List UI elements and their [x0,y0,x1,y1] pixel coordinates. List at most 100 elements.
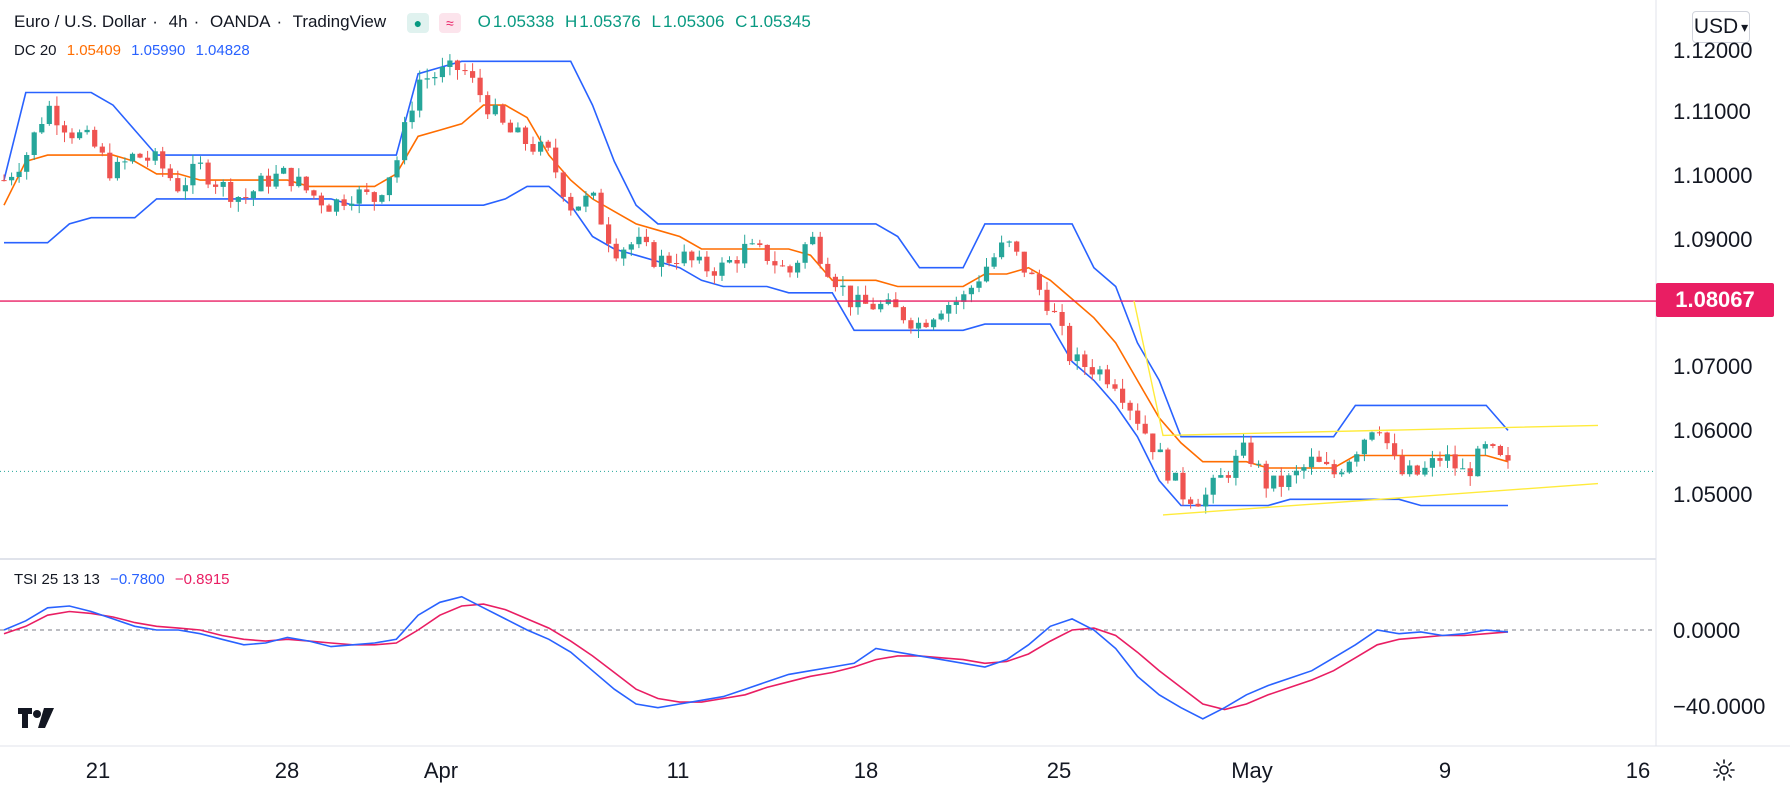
candle-down [764,244,770,261]
high-value: 1.05376 [579,12,641,31]
candle-up [946,305,952,314]
candle-up [658,255,665,267]
candle-down [530,144,536,152]
candle-up [538,141,544,152]
candle-up [515,127,521,133]
candle-down [213,184,219,187]
time-tick: 9 [1438,758,1452,783]
candle-down [1452,454,1458,469]
price-tick: 1.12000 [1673,38,1753,63]
symbol-name[interactable]: Euro / U.S. Dollar [14,12,147,31]
candle-up [719,262,725,276]
candle-up [681,251,687,264]
candle-down [704,256,710,272]
candle-down [500,105,506,123]
candle-up [1369,432,1375,440]
candle-down [69,132,75,139]
chart-legend: Euro / U.S. Dollar · 4h · OANDA · TradingVi… [14,12,817,33]
time-tick: Apr [423,758,459,783]
candle-down [341,199,347,206]
status-indicators: ● ≈ [406,12,467,33]
candle-up [1444,454,1451,461]
horizontal-line-price-badge: 1.08067 [1656,283,1774,317]
candle-up [1157,449,1163,453]
candle-up [492,105,498,115]
candle-up [878,303,884,310]
candle-up [394,160,400,178]
candle-down [1029,272,1035,275]
candle-up [333,199,340,212]
candle-down [847,285,854,308]
price-tick: 1.06000 [1673,418,1753,443]
settings-icon[interactable] [1712,758,1736,782]
candle-up [968,287,974,295]
candle-down [137,153,143,158]
candle-up [1346,461,1352,473]
candle-down [1120,388,1126,403]
candle-up [39,124,45,133]
candle-up [621,249,627,259]
candle-up [386,177,392,196]
candle-down [787,266,793,273]
low-label: L [651,12,661,31]
price-pane[interactable] [0,0,1656,558]
candle-up [281,167,287,174]
candle-up [1097,369,1103,375]
tsi-tick: 0.0000 [1673,618,1741,643]
separator: · [276,12,283,31]
candle-down [817,236,823,264]
candle-up [953,301,959,305]
candle-down [1392,443,1398,456]
candle-down [560,172,566,197]
candle-up [24,155,30,172]
tsi-legend[interactable]: TSI 25 13 13 −0.7800 −0.8915 [14,571,236,588]
candle-down [870,303,876,310]
candle-down [666,255,672,264]
candle-up [1074,354,1080,362]
candle-up [1407,465,1413,475]
tsi-signal-value: −0.8915 [174,571,230,588]
candle-up [1482,444,1488,449]
candle-down [1150,433,1156,453]
candle-up [726,260,733,263]
dc-middle-line [3,104,1509,469]
tsi-pane[interactable] [0,560,1656,746]
candle-down [507,122,513,133]
candle-up [742,243,748,264]
candle-down [1316,456,1322,462]
dc-legend[interactable]: DC 20 1.05409 1.05990 1.04828 [14,42,256,59]
candle-down [160,151,166,169]
candle-down [923,322,929,328]
candle-down [462,70,468,72]
candle-up [402,122,408,161]
price-tick: 1.11000 [1673,99,1751,124]
separator: · [152,12,158,31]
candle-down [311,190,317,196]
candle-down [553,147,559,173]
market-open-icon: ● [406,12,429,33]
candle-down [1021,251,1027,273]
candle-up [1233,455,1239,478]
tradingview-logo-icon[interactable] [18,708,54,730]
candle-down [1278,475,1284,487]
candle-down [175,178,181,192]
candle-up [1203,494,1209,507]
price-tick: 1.07000 [1673,354,1753,379]
candle-down [205,162,211,185]
interval-label[interactable]: 4h [168,12,188,31]
candle-down [1044,289,1050,311]
candle-up [583,195,589,207]
exchange-label: OANDA [210,12,271,31]
candle-up [46,105,52,124]
currency-label: USD [1693,15,1739,38]
price-tick: 1.05000 [1673,482,1753,507]
candle-down [1180,472,1186,500]
tsi-value: −0.7800 [110,571,165,588]
candle-up [1256,463,1262,465]
currency-selector-button[interactable]: USD ▾ [1692,11,1750,43]
candle-down [1135,410,1141,424]
candle-up [991,257,997,267]
candle-down [364,189,370,192]
candle-up [273,173,279,187]
